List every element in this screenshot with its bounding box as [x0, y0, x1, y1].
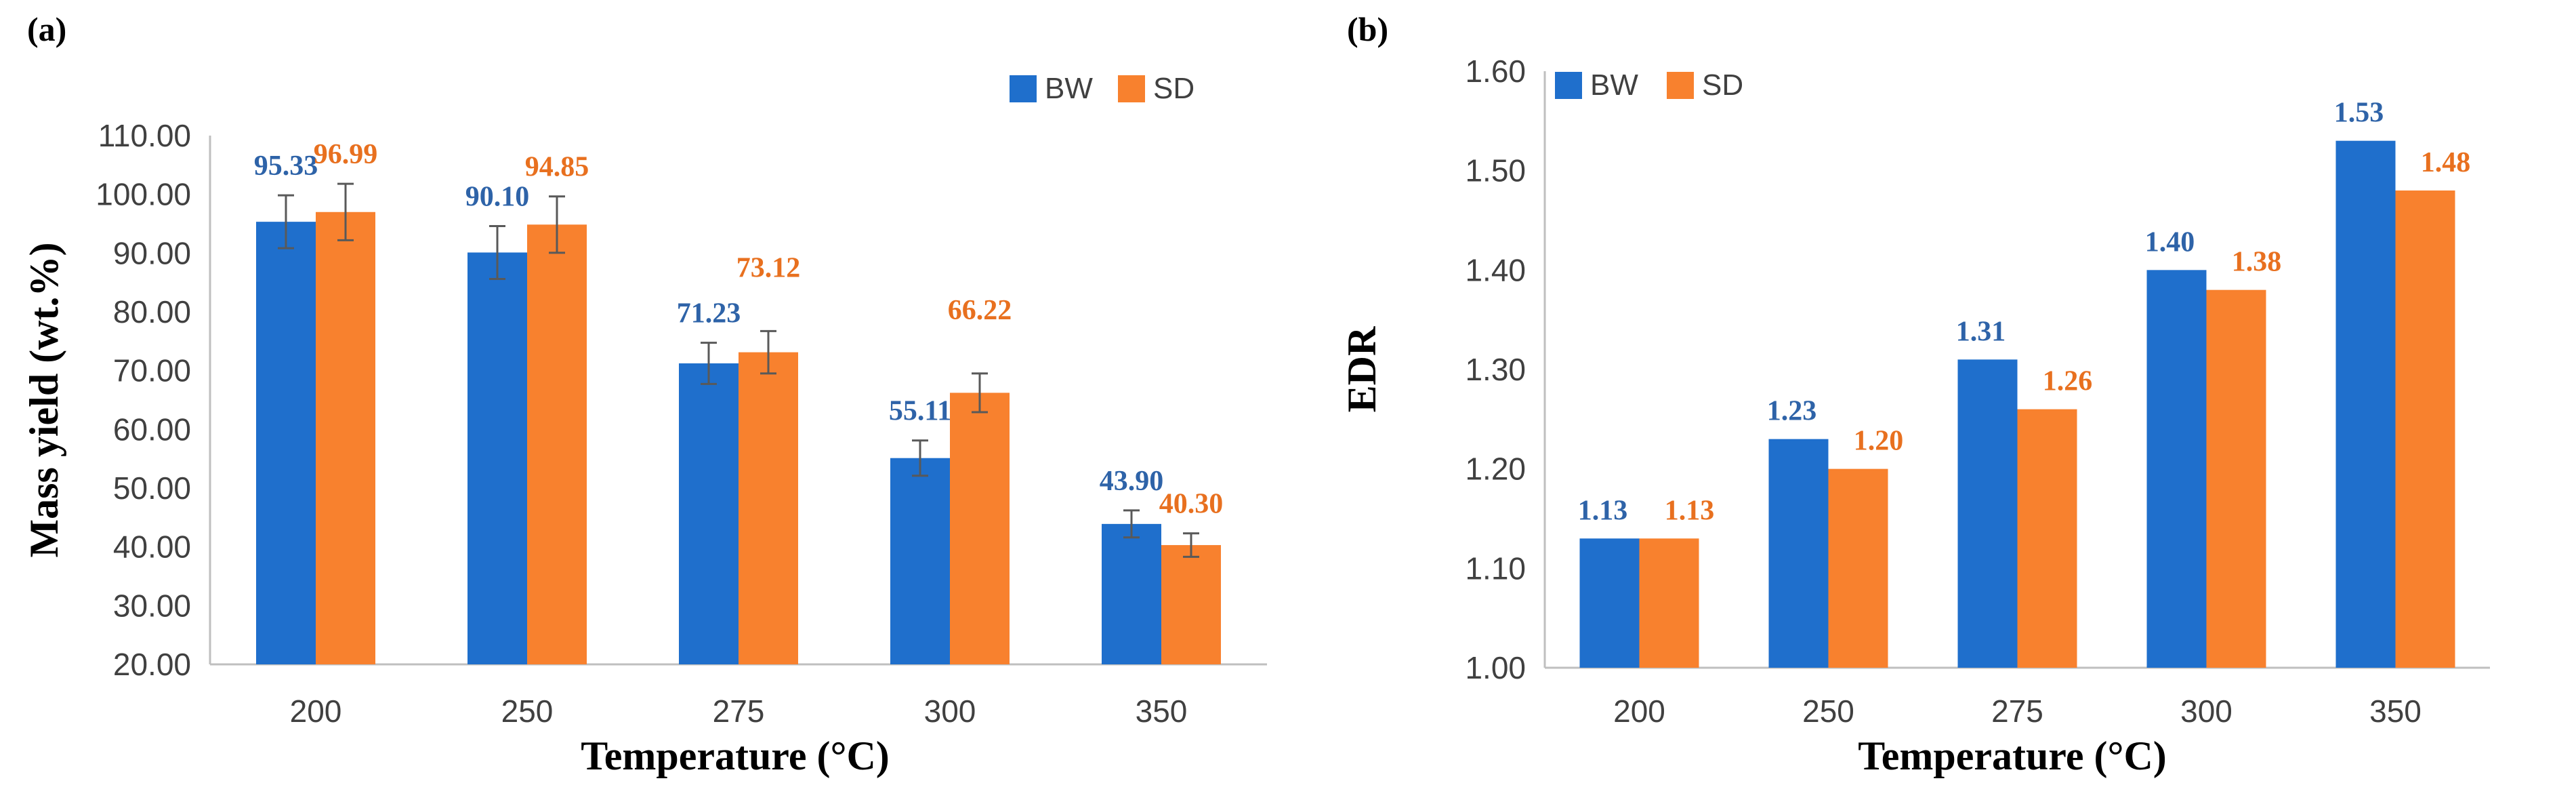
x-tick-label: 350 [1136, 694, 1188, 729]
data-label-sd: 1.26 [2043, 366, 2093, 397]
bar-sd [2017, 409, 2077, 668]
data-label-sd: 96.99 [314, 139, 378, 170]
data-label-bw: 1.40 [2145, 226, 2195, 258]
data-label-bw: 90.10 [465, 181, 530, 212]
x-tick-label: 200 [290, 694, 342, 729]
data-label-sd: 1.13 [1665, 495, 1715, 526]
y-tick-label: 80.00 [113, 294, 191, 329]
y-tick-label: 1.40 [1465, 252, 1526, 287]
data-label-sd: 73.12 [736, 252, 801, 283]
panel-label: (b) [1347, 10, 1388, 48]
bar-bw [679, 363, 739, 664]
legend-swatch-sd [1118, 75, 1145, 102]
bar-bw [890, 458, 950, 664]
x-tick-label: 250 [1802, 694, 1854, 729]
data-label-sd: 1.48 [2421, 147, 2471, 178]
y-tick-label: 70.00 [113, 353, 191, 388]
y-tick-label: 90.00 [113, 235, 191, 270]
y-axis-title: EDR [1339, 326, 1384, 412]
legend-swatch-bw [1010, 75, 1037, 102]
data-label-bw: 1.31 [1956, 316, 2006, 347]
bar-sd [2395, 190, 2455, 668]
legend-swatch-bw [1555, 72, 1582, 99]
x-tick-label: 250 [501, 694, 554, 729]
bar-sd [739, 352, 798, 664]
bar-bw [2335, 140, 2396, 668]
legend-swatch-sd [1667, 72, 1694, 99]
x-tick-label: 275 [713, 694, 765, 729]
bar-sd [316, 212, 375, 665]
bar-bw [1102, 523, 1161, 664]
y-tick-label: 1.60 [1465, 54, 1526, 89]
bar-sd [1639, 538, 1699, 668]
data-label-bw: 55.11 [889, 396, 951, 427]
x-tick-label: 275 [1991, 694, 2043, 729]
data-label-bw: 43.90 [1100, 466, 1164, 497]
x-tick-label: 200 [1613, 694, 1665, 729]
bar-bw [2146, 270, 2207, 668]
x-axis-title: Temperature (°C) [581, 733, 890, 778]
y-tick-label: 100.00 [96, 177, 191, 212]
data-label-bw: 71.23 [677, 298, 741, 329]
y-tick-label: 110.00 [98, 118, 191, 153]
data-label-sd: 94.85 [525, 152, 589, 183]
data-label-sd: 1.20 [1854, 426, 1904, 457]
x-tick-label: 300 [2180, 694, 2232, 729]
data-label-bw: 95.33 [254, 150, 318, 182]
legend-label-sd: SD [1153, 72, 1194, 105]
data-label-bw: 1.53 [2334, 98, 2384, 129]
bar-sd [1161, 545, 1221, 664]
x-tick-label: 350 [2369, 694, 2422, 729]
data-label-sd: 1.38 [2232, 247, 2282, 278]
legend-label-bw: BW [1590, 68, 1638, 102]
y-tick-label: 1.00 [1465, 650, 1526, 685]
bar-sd [950, 393, 1010, 664]
legend-label-sd: SD [1702, 68, 1743, 102]
data-label-bw: 1.23 [1767, 396, 1817, 427]
y-tick-label: 1.10 [1465, 550, 1526, 586]
bar-bw [256, 222, 316, 664]
bar-bw [1957, 359, 2018, 668]
y-tick-label: 20.00 [113, 647, 191, 682]
bar-sd [2206, 289, 2266, 668]
chart-panel-a: (a) 20.00 30.00 40.00 50.00 60.00 70.00 80.00 90… [22, 10, 1267, 778]
chart-panel-b: (b) 1.00 1.10 1.20 1.30 1.40 1.50 1.60 200 1.13 1.… [1339, 10, 2490, 778]
y-tick-label: 1.30 [1465, 352, 1526, 387]
data-label-sd: 66.22 [948, 295, 1012, 326]
bar-bw [1579, 538, 1640, 668]
y-tick-label: 1.20 [1465, 451, 1526, 487]
legend-label-bw: BW [1045, 72, 1093, 105]
y-tick-label: 50.00 [113, 470, 191, 506]
y-tick-label: 40.00 [113, 529, 191, 565]
panel-label: (a) [27, 10, 66, 48]
y-tick-label: 60.00 [113, 411, 191, 447]
bar-sd [527, 224, 587, 664]
bar-bw [1768, 439, 1829, 668]
bar-bw [468, 252, 527, 664]
y-tick-label: 30.00 [113, 588, 191, 623]
x-axis-title: Temperature (°C) [1858, 733, 2167, 778]
x-tick-label: 300 [924, 694, 976, 729]
data-label-sd: 40.30 [1159, 489, 1224, 520]
y-axis-title: Mass yield (wt.%) [22, 243, 66, 558]
data-label-bw: 1.13 [1578, 495, 1628, 526]
y-tick-label: 1.50 [1465, 153, 1526, 188]
bar-sd [1828, 468, 1888, 668]
